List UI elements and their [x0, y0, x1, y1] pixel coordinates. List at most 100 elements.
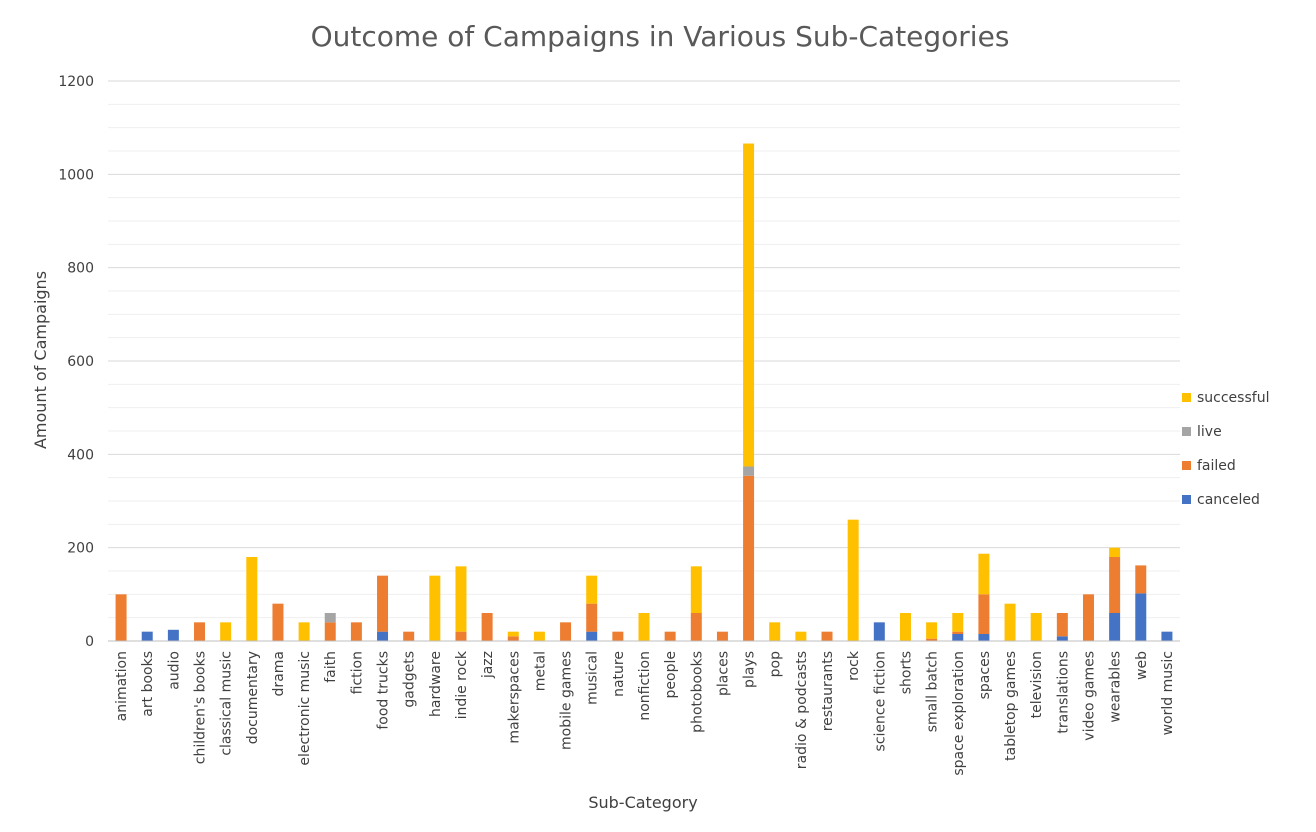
bar-segment-failed	[821, 631, 833, 641]
bar-segment-successful	[455, 566, 467, 632]
bar-segment-successful	[1004, 603, 1016, 641]
y-tick-label: 0	[85, 634, 94, 650]
x-category-label: radio & podcasts	[794, 651, 810, 769]
y-tick-label: 400	[67, 447, 94, 463]
bar-segment-failed	[403, 631, 415, 641]
x-category-label: restaurants	[820, 651, 836, 731]
bar-segment-successful	[507, 631, 519, 637]
bar-segment-failed	[481, 613, 493, 641]
bar-segment-successful	[220, 622, 232, 641]
bar-segment-successful	[429, 575, 441, 641]
bar-segment-successful	[899, 613, 911, 641]
x-category-label: animation	[114, 651, 130, 721]
y-tick-label: 1200	[58, 74, 94, 90]
bar-segment-failed	[455, 631, 467, 641]
bar-segment-successful	[638, 613, 650, 641]
bar-segment-failed	[272, 603, 284, 641]
bar-segment-successful	[586, 575, 598, 604]
legend-swatch-successful	[1182, 393, 1191, 402]
legend-swatch-canceled	[1182, 495, 1191, 504]
x-category-label: drama	[271, 651, 287, 696]
y-axis-ticks: 0 200 400 600 800 1000 1200	[58, 74, 94, 650]
bar-segment-successful	[1030, 613, 1042, 641]
x-category-label: musical	[585, 651, 601, 705]
bar-segment-failed	[612, 631, 624, 641]
bar-segment-live	[743, 466, 755, 476]
bar-segment-failed	[115, 594, 127, 641]
bar-segment-failed	[664, 631, 676, 641]
bar-segment-failed	[377, 575, 389, 632]
bar-segment-failed	[324, 622, 336, 641]
x-category-label: web	[1134, 651, 1150, 680]
bar-segment-successful	[769, 622, 781, 641]
x-category-label: nonfiction	[637, 651, 653, 721]
x-category-label: shorts	[898, 651, 914, 694]
legend-swatch-failed	[1182, 461, 1191, 470]
bar-segment-successful	[978, 553, 990, 595]
x-category-label: people	[663, 651, 679, 698]
bar-segment-failed	[716, 631, 728, 641]
x-category-label: hardware	[428, 651, 444, 717]
x-category-label: documentary	[245, 651, 261, 744]
bar-segment-successful	[690, 566, 702, 613]
x-category-label: children's books	[193, 651, 209, 764]
bar-segment-failed	[350, 622, 362, 641]
bar-segment-successful	[795, 631, 807, 641]
bar-segment-successful	[246, 557, 258, 641]
bar-segment-failed	[743, 475, 755, 641]
x-category-label: jazz	[480, 651, 496, 679]
bar-segment-successful	[847, 519, 859, 641]
legend-label-live: live	[1197, 424, 1222, 440]
bar-segment-failed	[560, 622, 572, 641]
x-axis-categories: animation art books audio children's books c…	[114, 650, 1176, 776]
bar-segment-failed	[952, 631, 964, 634]
x-category-label: places	[715, 651, 731, 696]
bar-segment-successful	[743, 143, 755, 467]
x-category-label: classical music	[219, 651, 235, 756]
bar-segment-canceled	[873, 622, 885, 641]
x-category-label: mobile games	[559, 651, 575, 750]
x-category-label: rock	[846, 650, 862, 681]
x-category-label: tabletop games	[1003, 651, 1019, 761]
x-category-label: world music	[1160, 651, 1176, 735]
x-category-label: audio	[166, 651, 182, 690]
x-category-label: metal	[532, 651, 548, 691]
x-category-label: video games	[1081, 651, 1097, 741]
bar-segment-successful	[298, 622, 310, 641]
legend: successful live failed canceled	[1182, 390, 1269, 508]
gridlines	[108, 80, 1180, 642]
bar-segment-failed	[978, 594, 990, 634]
x-category-label: food trucks	[376, 651, 392, 730]
x-category-label: makerspaces	[506, 651, 522, 744]
x-category-label: indie rock	[454, 650, 470, 719]
bar-segment-canceled	[586, 631, 598, 641]
bar-segment-canceled	[1109, 613, 1121, 641]
x-category-label: art books	[140, 651, 156, 717]
x-category-label: pop	[768, 651, 784, 677]
x-category-label: space exploration	[951, 651, 967, 776]
bar-segment-failed	[1135, 565, 1147, 594]
x-category-label: faith	[323, 651, 339, 683]
x-category-label: small batch	[925, 651, 941, 732]
x-category-label: science fiction	[872, 651, 888, 751]
legend-label-successful: successful	[1197, 390, 1269, 406]
bar-segment-canceled	[167, 629, 179, 641]
bar-segment-failed	[507, 636, 519, 641]
bar-segment-failed	[690, 613, 702, 641]
bar-segment-successful	[533, 631, 545, 641]
bar-segment-canceled	[377, 631, 389, 641]
x-category-label: translations	[1055, 651, 1071, 734]
bar-segment-canceled	[978, 634, 990, 641]
bar-segment-successful	[1109, 547, 1121, 557]
legend-label-failed: failed	[1197, 458, 1236, 474]
y-tick-label: 600	[67, 354, 94, 370]
bar-segment-successful	[952, 613, 964, 632]
bar-segment-canceled	[1056, 636, 1068, 641]
bar-segment-failed	[1082, 594, 1094, 641]
bar-segment-successful	[926, 622, 938, 639]
x-category-label: electronic music	[297, 651, 313, 766]
bar-segment-canceled	[141, 631, 153, 641]
bar-segment-canceled	[1135, 593, 1147, 641]
